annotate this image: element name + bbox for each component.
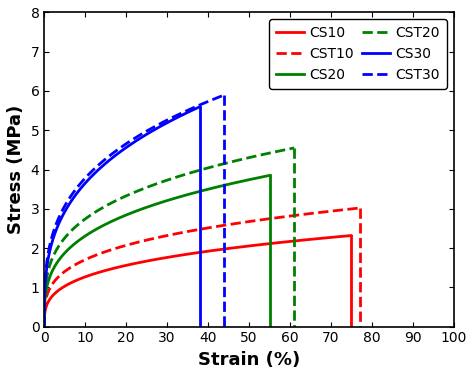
X-axis label: Strain (%): Strain (%)	[198, 351, 300, 369]
Legend: CS10, CST10, CS20, CST20, CS30, CST30: CS10, CST10, CS20, CST20, CS30, CST30	[269, 20, 447, 89]
Y-axis label: Stress (MPa): Stress (MPa)	[7, 105, 25, 234]
